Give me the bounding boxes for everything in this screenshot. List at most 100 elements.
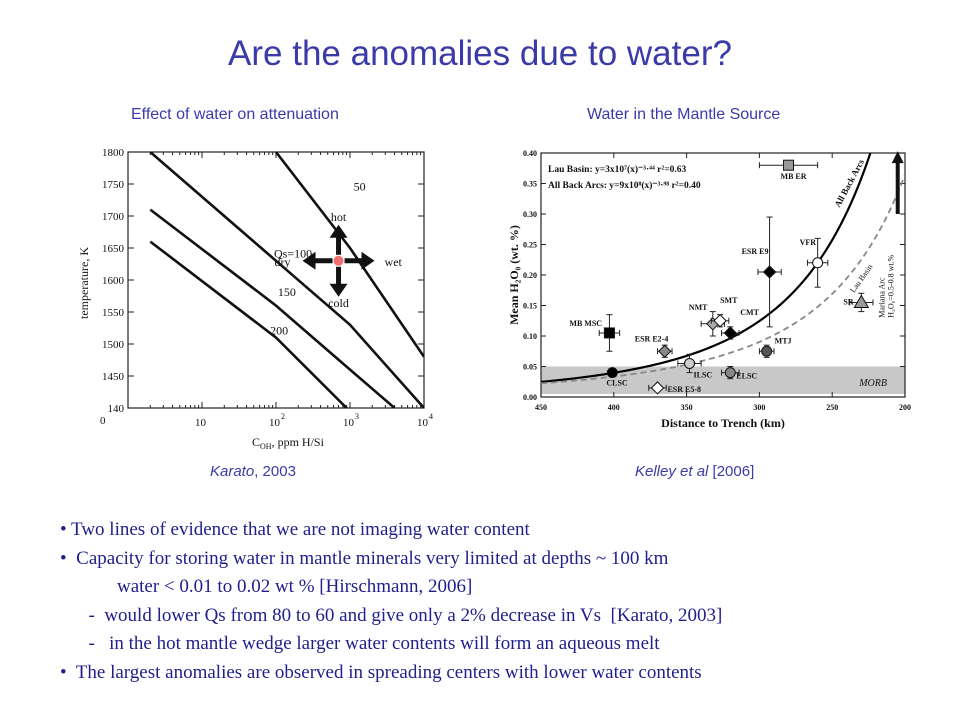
data-point bbox=[758, 344, 775, 358]
y-tick-label: 0.30 bbox=[523, 210, 537, 219]
q-curve-150 bbox=[149, 208, 396, 408]
x-tick-label: 300 bbox=[753, 403, 765, 412]
data-point bbox=[598, 314, 621, 352]
square-marker bbox=[783, 159, 795, 171]
x-tick-label: 400 bbox=[608, 403, 620, 412]
arrow-head-down bbox=[329, 283, 348, 297]
bullet-item: • Two lines of evidence that we are not … bbox=[60, 519, 530, 540]
x-tick-label: 10 bbox=[269, 417, 281, 429]
mariana-label-value: H₂O₀=0.5-0.8 wt.% bbox=[886, 254, 895, 317]
bullet-item: • Capacity for storing water in mantle m… bbox=[60, 547, 669, 569]
bullet-item: water < 0.01 to 0.02 wt % [Hirschmann, 2… bbox=[60, 576, 473, 597]
y-tick-label: 1450 bbox=[102, 371, 125, 383]
data-point bbox=[648, 381, 667, 395]
y-tick-label: 1550 bbox=[102, 307, 125, 319]
diamond-marker bbox=[762, 265, 777, 279]
data-point bbox=[710, 314, 730, 328]
y-tick-label: 1700 bbox=[102, 211, 125, 223]
y-tick-label: 0.40 bbox=[523, 149, 537, 158]
right-credit-author: Kelley et al bbox=[635, 463, 709, 480]
point-label: MB MSC bbox=[569, 319, 602, 328]
y-corner-label: 140 bbox=[108, 403, 125, 415]
point-label: VFR bbox=[800, 238, 817, 247]
y-axis-label: Mean H₂O₀ (wt. %) bbox=[507, 225, 521, 325]
data-point bbox=[677, 353, 702, 374]
bullet-item: - in the hot mantle wedge larger water c… bbox=[60, 633, 660, 654]
arrow-head-right bbox=[361, 251, 375, 270]
circle-marker bbox=[761, 345, 773, 357]
bullet-list: • Two lines of evidence that we are not … bbox=[60, 516, 940, 687]
x-axis-label: COH, ppm H/Si bbox=[252, 435, 325, 451]
right-credit-year: [2006] bbox=[708, 463, 755, 480]
x-tick-label: 10 bbox=[195, 417, 207, 429]
y-tick-label: 0.05 bbox=[523, 363, 537, 372]
y-tick-label: 0.10 bbox=[523, 332, 537, 341]
q-label: 200 bbox=[270, 323, 288, 337]
arrow-label-cold: cold bbox=[328, 296, 349, 310]
arrow-head-up bbox=[329, 224, 348, 238]
diamond-marker bbox=[658, 344, 672, 358]
y-tick-label: 0.25 bbox=[523, 241, 537, 250]
y-tick-label: 1750 bbox=[102, 179, 125, 191]
point-label: ESR E5-8 bbox=[667, 385, 701, 394]
x-axis-label: Distance to Trench (km) bbox=[661, 416, 785, 430]
legend-entry: All Back Arcs: y=9x10⁸(x)⁻³·⁹⁸ r²=0.40 bbox=[548, 180, 701, 191]
data-point bbox=[758, 159, 819, 171]
left-credit-year: , 2003 bbox=[254, 463, 296, 480]
data-point bbox=[721, 366, 740, 380]
diamond-marker bbox=[713, 314, 727, 328]
x-tick-label: 10 bbox=[417, 417, 429, 429]
curve-label-all-back-arcs: All Back Arcs bbox=[832, 157, 866, 209]
point-label: SR bbox=[843, 297, 853, 306]
point-label: NMT bbox=[689, 303, 708, 312]
arrow-head-left bbox=[302, 251, 316, 270]
mariana-arrow-head bbox=[891, 151, 904, 164]
data-point bbox=[656, 344, 673, 358]
q-label: Qs=100 bbox=[274, 247, 312, 261]
y-tick-label: 1600 bbox=[102, 275, 125, 287]
morb-band bbox=[541, 366, 905, 394]
q-label: 50 bbox=[354, 179, 366, 193]
legend-entry: Lau Basin: y=3x10⁷(x)⁻³·⁴⁴ r²=0.63 bbox=[548, 164, 687, 175]
curve-label-lau-basin: Lau Basin bbox=[848, 263, 874, 295]
right-chart-credit: Kelley et al [2006] bbox=[635, 463, 754, 480]
q-curve-200 bbox=[149, 240, 348, 408]
diamond-marker bbox=[723, 326, 737, 340]
bullet-item: - would lower Qs from 80 to 60 and give … bbox=[60, 604, 723, 626]
right-chart-heading: Water in the Mantle Source bbox=[587, 106, 781, 123]
point-label: ESR E2-4 bbox=[635, 334, 669, 343]
triangle-marker bbox=[853, 294, 870, 308]
x-tick-label: 10 bbox=[343, 417, 355, 429]
y-tick-label: 0.15 bbox=[523, 302, 537, 311]
point-label: MTJ bbox=[775, 336, 792, 345]
circle-marker bbox=[724, 367, 736, 379]
x-tick-label: 200 bbox=[899, 403, 911, 412]
q-curve-50 bbox=[274, 152, 424, 358]
left-chart-credit: Karato, 2003 bbox=[210, 463, 296, 480]
left-credit-author: Karato bbox=[210, 463, 255, 480]
mariana-label: Mariana Arc bbox=[878, 277, 887, 318]
y-tick-label: 0.00 bbox=[523, 393, 537, 402]
slide-title: Are the anomalies due to water? bbox=[228, 34, 732, 73]
arrow-label-hot: hot bbox=[331, 210, 347, 224]
data-point bbox=[806, 237, 829, 288]
y-tick-label: 0.35 bbox=[523, 180, 537, 189]
point-label: ELSC bbox=[736, 372, 757, 381]
x-tick-label: 250 bbox=[826, 403, 838, 412]
q-curve-qs100 bbox=[149, 152, 424, 408]
bullet-item: • The largest anomalies are observed in … bbox=[60, 661, 702, 683]
circle-marker bbox=[812, 257, 824, 269]
point-label: CMT bbox=[740, 308, 759, 317]
x-tick-exponent: 4 bbox=[429, 412, 433, 421]
left-chart-heading: Effect of water on attenuation bbox=[131, 106, 339, 123]
y-tick-label: 1500 bbox=[102, 339, 125, 351]
point-label: CLSC bbox=[606, 379, 628, 388]
x-tick-exponent: 3 bbox=[355, 412, 359, 421]
point-label: SMT bbox=[720, 296, 738, 305]
y-tick-label: 1650 bbox=[102, 243, 125, 255]
data-point bbox=[721, 326, 740, 340]
arrow-label-wet: wet bbox=[385, 255, 403, 269]
circle-marker bbox=[606, 367, 618, 379]
diamond-marker bbox=[650, 381, 665, 395]
